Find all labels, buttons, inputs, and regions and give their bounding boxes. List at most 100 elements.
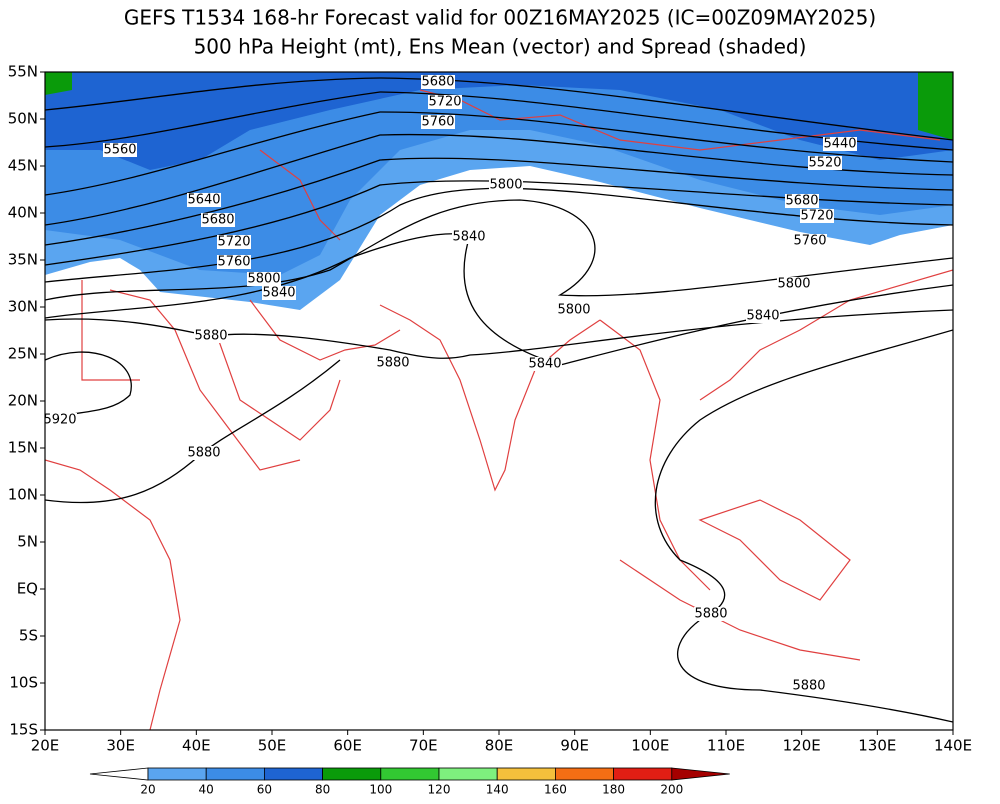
colorbar-label: 200 [660,783,683,797]
contour-label: 5880 [194,329,227,344]
contour-label: 5880 [694,607,727,622]
contours [45,77,953,723]
contour-label: 5840 [746,309,779,324]
colorbar-cell [205,767,265,781]
contour-label-bg [217,235,251,249]
lat-label: 20N [8,392,38,410]
colorbar-label: 80 [315,783,330,797]
colorbar-label: 120 [428,783,451,797]
contour-label-bg [452,230,486,244]
lat-label: 15S [9,721,38,739]
contour-label-bg [217,255,251,269]
contour-label: 5760 [217,255,250,270]
title-line: 500 hPa Height (mt), Ens Mean (vector) a… [194,35,807,59]
lon-label: 60E [333,737,362,755]
contour-label: 5640 [187,193,220,208]
contour-label-bg [262,286,296,300]
contour-label: 5880 [187,446,220,461]
colorbar-cell [671,767,730,781]
contour-label: 5440 [823,137,856,152]
colorbar-label: 140 [486,783,509,797]
lon-label: 110E [707,737,745,755]
lat-label: 10S [9,674,38,692]
colorbar-label: 100 [369,783,392,797]
contour-label-bg [746,309,780,323]
lat-label: EQ [17,580,38,598]
contour-label-bg [785,194,819,208]
colorbar-cell [89,767,149,781]
contour-label: 5720 [428,95,461,110]
lat-label: 55N [8,63,38,81]
colorbar-cell [380,767,440,781]
contour-label-bg [45,413,77,427]
lat-label: 35N [8,251,38,269]
lat-label: 40N [8,204,38,222]
lat-label: 25N [8,345,38,363]
spread-shading [918,72,953,140]
colorbar-cell [496,767,556,781]
contour-label: 5840 [262,286,295,301]
contour-label: 5680 [421,75,454,90]
lon-label: 20E [31,737,60,755]
contour-label: 5560 [103,143,136,158]
contour-label: 5800 [247,272,280,287]
contour-label: 5840 [528,357,561,372]
contour-label-bg [694,607,728,621]
lon-label: 100E [631,737,669,755]
colorbar-cell [438,767,498,781]
contour-label-bg [421,115,455,129]
contour-label-bg [557,303,591,317]
lon-label: 140E [934,737,972,755]
contour-label: 5800 [489,178,522,193]
lon-label: 130E [858,737,896,755]
contour-label-bg [247,272,281,286]
contour-label-bg [823,137,857,151]
colorbar-label: 180 [602,783,625,797]
colorbar-cell [263,767,323,781]
contour-label-bg [428,95,462,109]
contour-label-bg [800,209,834,223]
contour-label: 5920 [43,413,76,428]
contour-label-bg [201,213,235,227]
contour-label-bg [793,234,827,248]
contour-label-bg [528,357,562,371]
contour-label-bg [187,446,221,460]
contour-label: 5720 [217,235,250,250]
contour-label: 5720 [800,209,833,224]
colorbar-cell [147,767,207,781]
contour-label-bg [777,277,811,291]
contour-label: 5800 [777,277,810,292]
lat-label: 15N [8,439,38,457]
colorbar-cell [613,767,673,781]
lon-label: 90E [560,737,589,755]
lat-label: 50N [8,110,38,128]
lat-label: 10N [8,486,38,504]
lat-label: 5N [17,533,38,551]
contour-label: 5880 [792,679,825,694]
lon-label: 120E [783,737,821,755]
title-line: GEFS T1534 168-hr Forecast valid for 00Z… [124,6,876,30]
contour-label-bg [808,156,842,170]
colorbar-label: 20 [140,783,155,797]
lon-label: 50E [258,737,287,755]
contour-label-bg [792,679,826,693]
lat-label: 5S [19,627,38,645]
colorbar-cell [322,767,382,781]
map-area: 5680572057605560564056805720576058005840… [43,72,953,730]
contour-label: 5800 [557,303,590,318]
contour-label: 5520 [808,156,841,171]
contour-label: 5680 [201,213,234,228]
contour-label-bg [421,75,455,89]
contour-label-bg [194,329,228,343]
colorbar-cell [555,767,615,781]
colorbar-label: 160 [544,783,567,797]
contour-label: 5680 [785,194,818,209]
lat-label: 45N [8,157,38,175]
lon-label: 40E [182,737,211,755]
lon-label: 80E [485,737,514,755]
lon-label: 70E [409,737,438,755]
spread-shading [45,72,953,170]
contour-label: 5760 [421,115,454,130]
contour-label-bg [489,178,523,192]
